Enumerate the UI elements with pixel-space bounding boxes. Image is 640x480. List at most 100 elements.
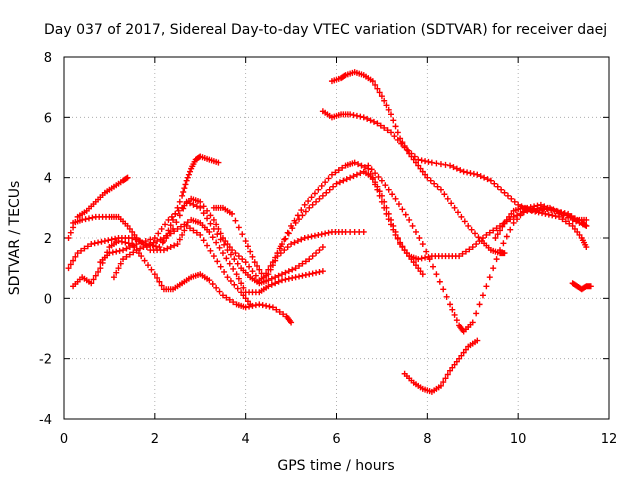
data-point [536,207,543,214]
data-point [311,190,318,197]
data-point [477,173,484,180]
data-point [224,274,231,281]
data-point [167,244,174,251]
data-point [382,182,389,189]
data-point [423,248,430,255]
data-point [187,168,194,175]
data-point [131,231,138,238]
data-point [399,243,406,250]
series-arc-10 [319,108,590,251]
data-point [89,214,96,221]
data-point [197,204,204,211]
data-point [587,283,594,290]
data-point [437,161,444,168]
data-point [88,280,95,287]
data-point [350,173,357,180]
data-point [419,271,426,278]
data-point [388,129,394,136]
data-point [133,235,140,241]
data-point [182,181,189,188]
data-point [232,217,239,224]
data-point [451,311,458,318]
data-point [465,222,472,229]
data-point [459,250,466,257]
data-point [571,225,578,232]
data-point [221,268,228,275]
data-point [249,253,256,260]
data-point [275,272,282,279]
data-point [167,222,174,229]
data-point [193,203,200,210]
data-point [323,189,330,196]
data-point [240,292,247,299]
data-point [367,117,374,124]
data-point [173,219,180,226]
data-point [116,247,123,254]
data-point [185,171,192,178]
data-point [171,242,178,249]
data-point [394,129,401,136]
data-point [284,229,291,236]
data-point [309,253,316,260]
data-point [339,164,346,171]
data-point [213,284,220,291]
data-point [466,246,473,253]
x-tick-label: 10 [510,432,527,447]
data-point [269,304,276,311]
grid-lines [64,57,609,419]
data-point [427,177,434,184]
data-point [112,235,119,242]
data-point [176,212,183,219]
data-point [403,250,410,257]
data-point [113,248,120,255]
data-point [418,255,425,262]
data-point [497,227,503,234]
series-arc-9 [274,159,426,278]
data-point [206,277,213,284]
data-point [410,156,417,163]
y-axis-title: SDTVAR / TECUs [7,181,23,296]
data-point [451,204,458,211]
data-point [415,162,422,169]
data-point [288,319,295,326]
data-point [235,275,242,282]
data-point [503,216,510,223]
data-point [156,278,163,285]
data-point [217,230,224,237]
data-point [244,298,251,305]
data-point [450,164,457,171]
data-point [219,235,226,241]
data-point [460,349,467,356]
data-point [494,183,501,190]
data-point [190,201,197,208]
data-point [309,270,316,277]
data-point [350,112,357,119]
data-point [209,281,216,288]
data-point [70,257,77,264]
data-point [97,265,104,272]
data-point [204,207,211,214]
data-point [529,207,536,214]
data-point [390,117,397,124]
data-point [181,185,188,192]
data-point [422,158,429,165]
data-point [123,245,130,252]
data-point [360,114,367,121]
data-point [126,251,133,258]
data-point [115,265,122,272]
data-point [180,205,187,212]
data-point [424,174,431,181]
data-point [392,123,399,130]
data-point [442,375,449,382]
data-point [72,253,79,260]
data-point [148,266,155,273]
data-point [168,213,175,220]
data-point [85,215,92,222]
data-point [256,301,263,308]
data-point [351,159,358,166]
data-point [160,247,167,254]
data-point [242,238,249,245]
data-point [419,241,426,248]
data-point [81,245,88,252]
data-point [151,235,158,241]
